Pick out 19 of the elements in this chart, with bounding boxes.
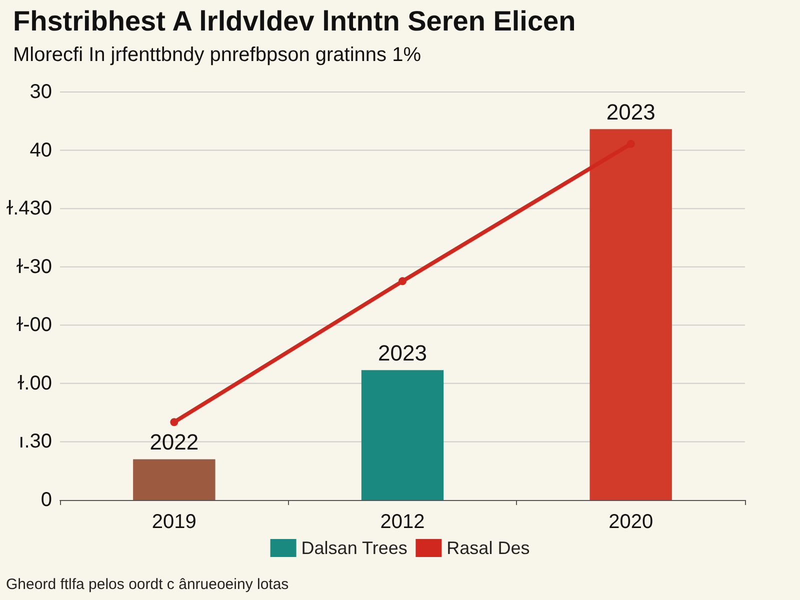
legend-label: Dalsan Trees — [301, 538, 408, 558]
text: ı.30 — [18, 430, 52, 453]
legend-label: Rasal Des — [446, 538, 530, 558]
x-tick-label: 2019 — [152, 511, 196, 533]
text: 30 — [30, 81, 52, 103]
text: Gheord ftlfa pelos oordt c ânrueoeiny lotas — [6, 576, 289, 593]
text: 0 — [40, 489, 52, 511]
text: ɫ.430 — [6, 198, 52, 220]
text: ɫ-30 — [16, 256, 52, 278]
chart-title: Fhstribhest A lrldvldev lntntn Seren Elicen — [13, 6, 576, 36]
x-tick-label: 2020 — [608, 511, 654, 533]
text: 40 — [30, 139, 52, 162]
annotation: 2023 — [378, 340, 427, 366]
text: ɫ-00 — [16, 314, 52, 336]
text: ɫ.00 — [18, 372, 52, 394]
annotation: 2023 — [606, 100, 656, 125]
x-tick-label: 2012 — [380, 511, 425, 533]
annotation: 2022 — [150, 430, 199, 455]
chart-subtitle: Mlorecfi In jrfenttbndy pnrefbpson gratinns 1% — [13, 44, 422, 66]
